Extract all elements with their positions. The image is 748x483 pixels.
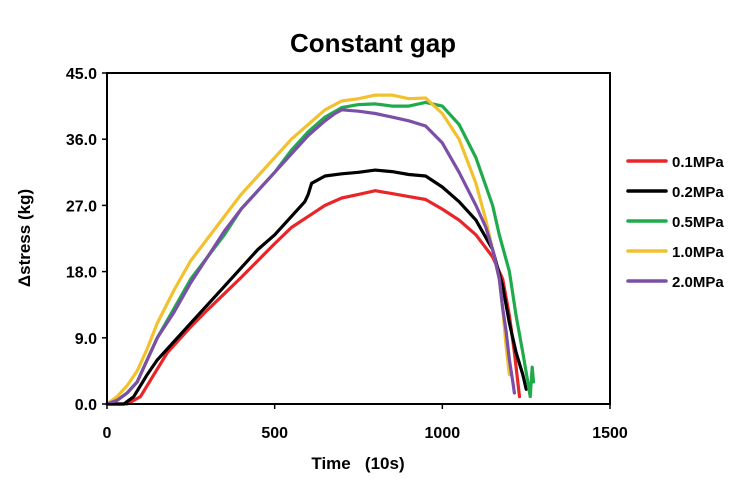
x-tick-label: 0: [103, 425, 112, 442]
x-axis-label: Time (10s): [311, 454, 404, 473]
y-tick-label: 9.0: [75, 331, 97, 348]
series-line-0-2mpa: [105, 168, 528, 406]
y-tick-label: 0.0: [75, 397, 97, 414]
series-line-0-1mpa: [105, 189, 522, 406]
y-tick-label: 36.0: [66, 132, 97, 149]
legend-label: 0.5MPa: [672, 214, 724, 231]
series-group: [105, 93, 536, 406]
series-line-2-0mpa: [105, 108, 516, 406]
legend: 0.1MPa 0.2MPa 0.5MPa 1.0MPa 2.0MPa: [626, 154, 724, 291]
y-tick-label: 45.0: [66, 66, 97, 83]
y-axis-ticks: 0.0 9.0 18.0 27.0 36.0 45.0: [66, 66, 107, 414]
series-line-1-0mpa: [105, 93, 511, 406]
x-axis-ticks: 0 500 1000 1500: [103, 404, 628, 442]
plot-frame: [106, 72, 611, 405]
series-line-0-5mpa: [105, 100, 536, 406]
legend-label: 0.1MPa: [672, 154, 724, 171]
y-tick-label: 18.0: [66, 265, 97, 282]
legend-label: 2.0MPa: [672, 274, 724, 291]
chart-title: Constant gap: [290, 28, 456, 58]
y-axis-label: Δstress (kg): [15, 189, 34, 287]
y-tick-label: 27.0: [66, 198, 97, 215]
x-tick-label: 500: [261, 425, 288, 442]
legend-label: 0.2MPa: [672, 184, 724, 201]
x-tick-label: 1500: [592, 425, 628, 442]
x-tick-label: 1000: [425, 425, 461, 442]
legend-label: 1.0MPa: [672, 244, 724, 261]
